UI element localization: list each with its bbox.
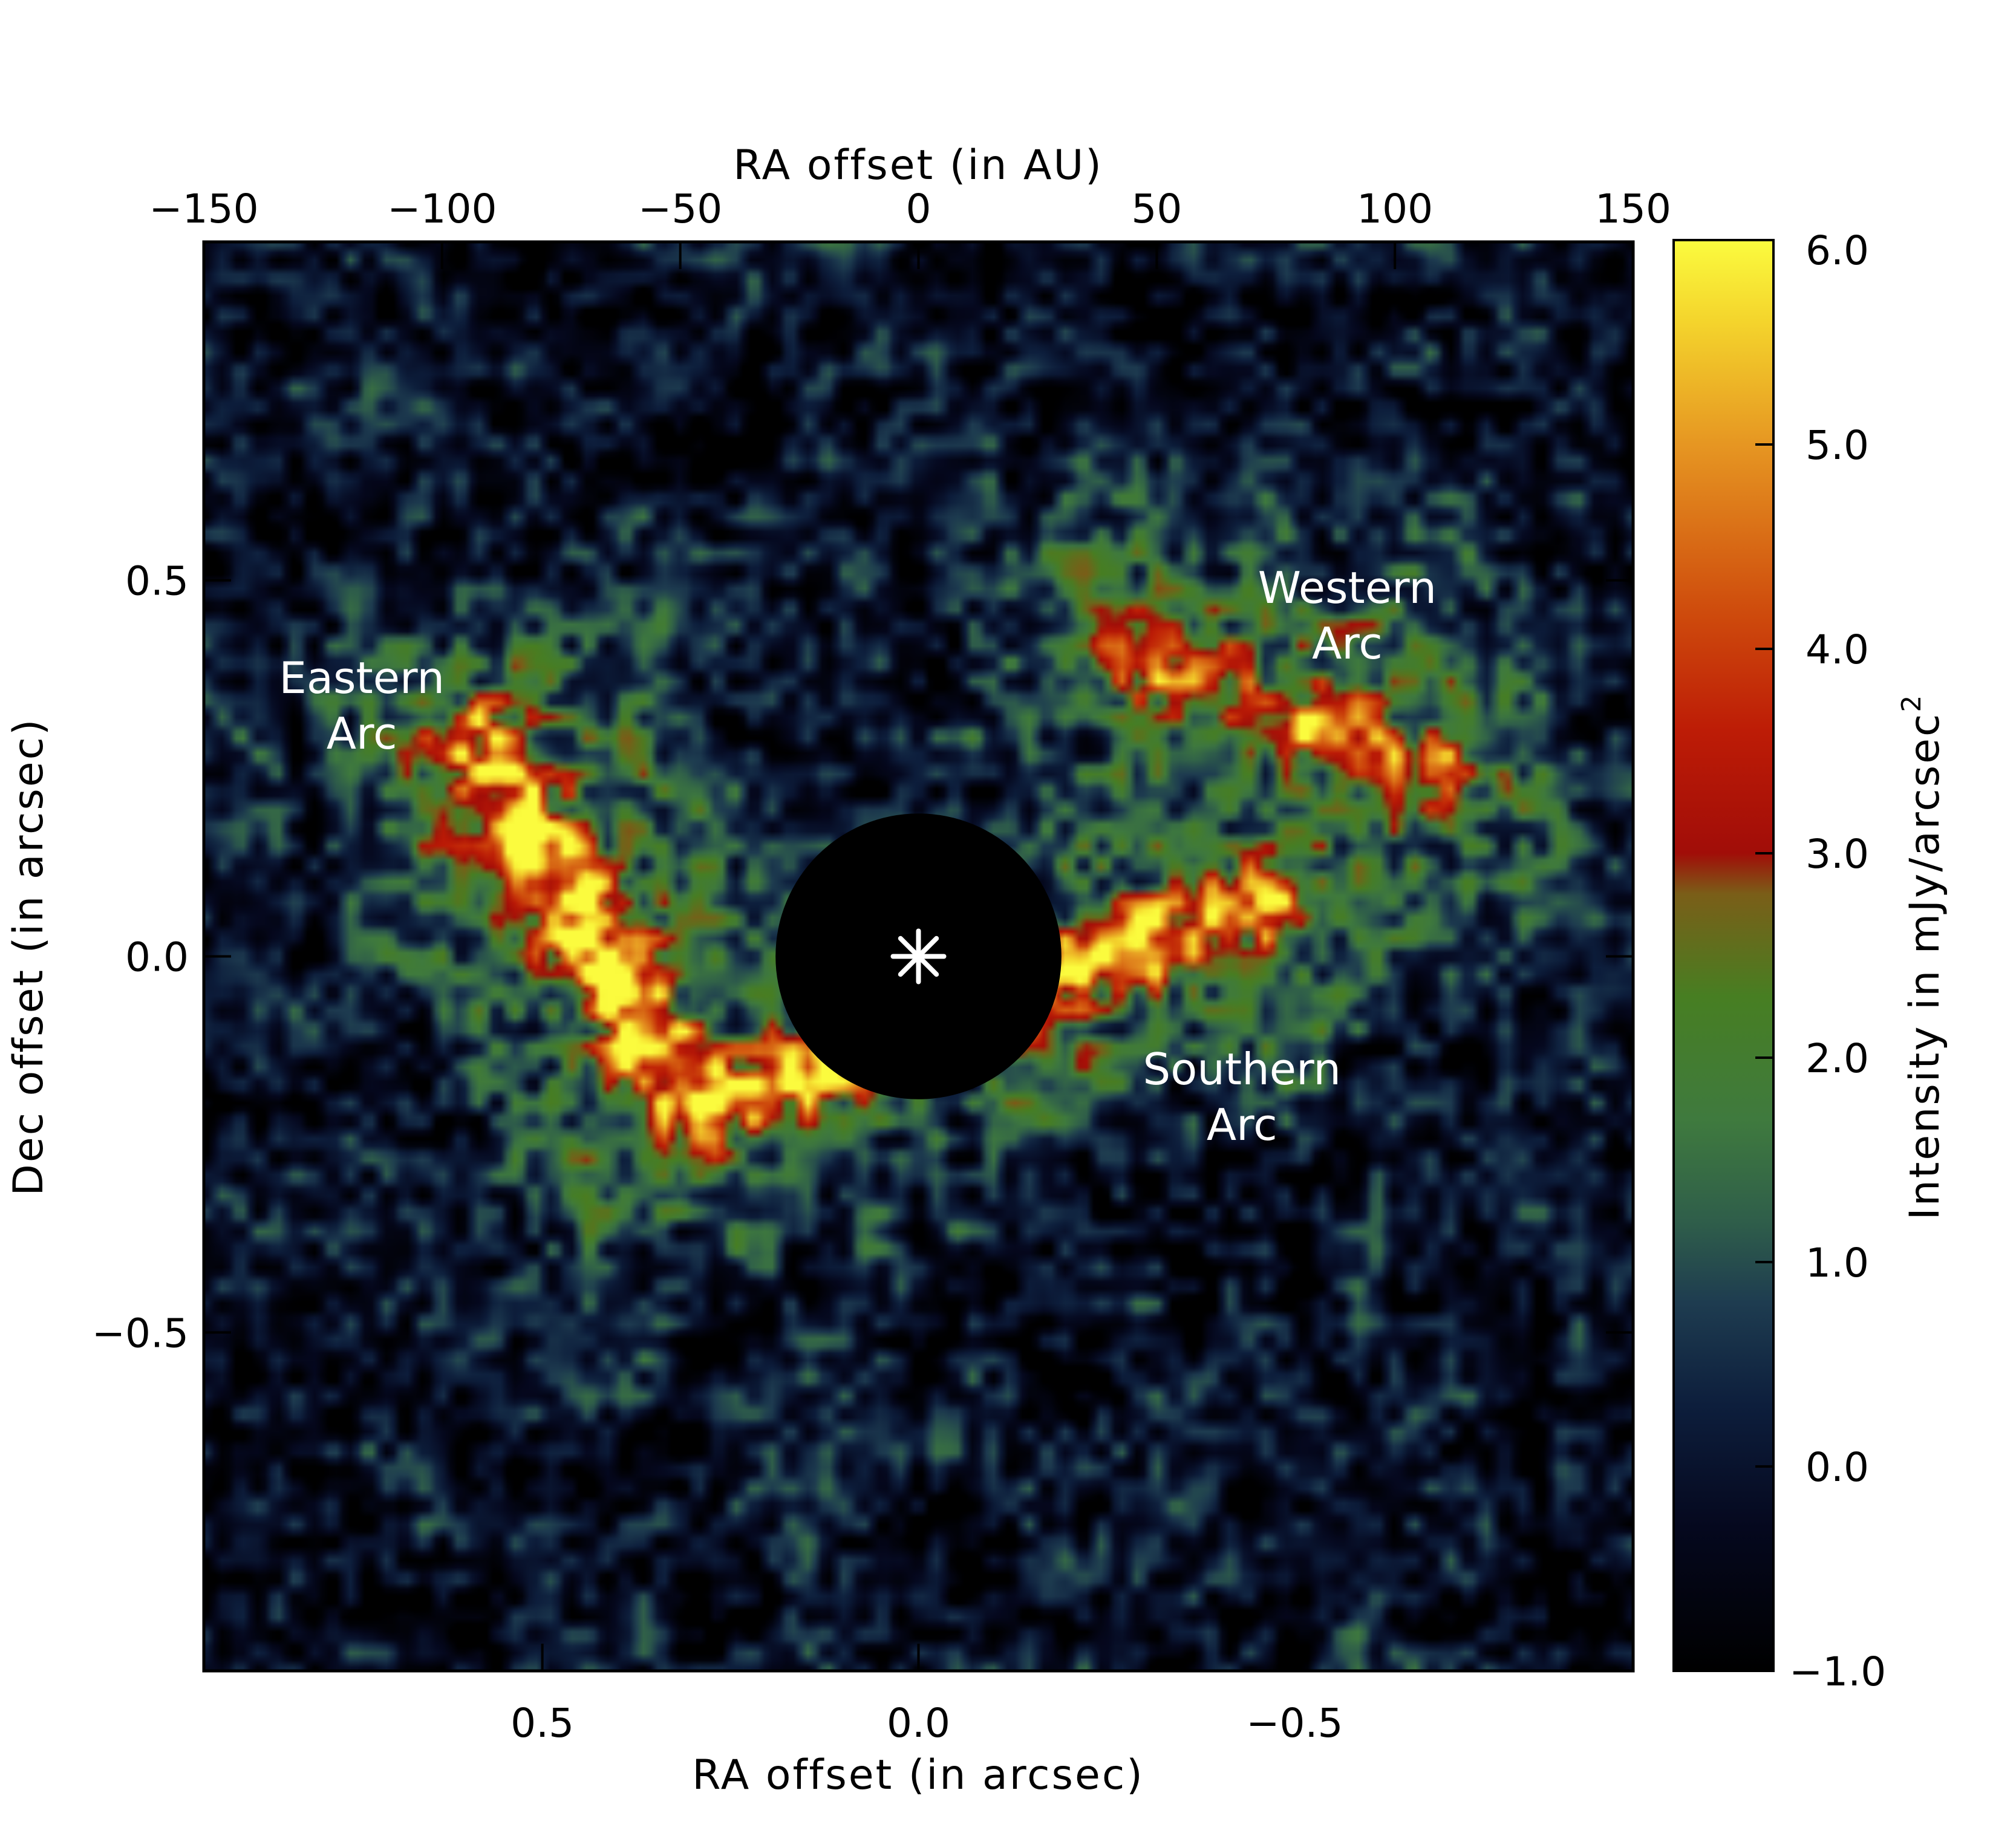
- x-tick-label: −0.5: [1246, 1700, 1343, 1746]
- star-marker-stroke: [898, 936, 939, 977]
- annotation-label: Arc: [1312, 618, 1383, 669]
- x-tick-label: 0.0: [887, 1700, 950, 1746]
- colorbar-tick-label: 1.0: [1806, 1240, 1869, 1286]
- x-top-tick-label: −50: [638, 186, 722, 232]
- colorbar: 6.0 5.0 4.0 3.0 2.0 1.0 0.0 −1.0 Intensity in m…: [1672, 227, 1949, 1695]
- colorbar-tick-label: 6.0: [1806, 227, 1869, 274]
- colorbar-tick-label: 2.0: [1806, 1035, 1869, 1082]
- y-tick-label: −0.5: [92, 1310, 189, 1356]
- y-axis-title: Dec offset (in arcsec): [5, 717, 53, 1196]
- colorbar-tick-label: 5.0: [1806, 422, 1869, 469]
- x-top-tick-label: 150: [1595, 186, 1671, 232]
- x-axis-title-bottom: RA offset (in arcsec): [692, 1751, 1144, 1799]
- x-top-tick-label: 0: [906, 186, 931, 232]
- colorbar-tick-label: 3.0: [1806, 831, 1869, 877]
- y-tick-label: 0.5: [125, 558, 189, 605]
- x-axis-top-ticks: −150 −100 −50 0 50 100 150: [149, 186, 1671, 269]
- annotation-label: Southern: [1143, 1044, 1342, 1095]
- annotation-label: Arc: [1207, 1099, 1277, 1150]
- star-marker-icon: [890, 928, 947, 985]
- colorbar-tick-label: 0.0: [1806, 1444, 1869, 1491]
- x-top-tick-label: −100: [387, 186, 497, 232]
- x-top-tick-label: −150: [149, 186, 258, 232]
- x-top-tick-label: 50: [1131, 186, 1182, 232]
- x-tick-label: 0.5: [511, 1700, 574, 1746]
- annotation-label: Eastern: [279, 653, 445, 703]
- annotation-label: Western: [1258, 562, 1437, 613]
- colorbar-title-text: Intensity in mJy/arcsec: [1901, 712, 1949, 1220]
- y-axis-right-ticks: [1606, 579, 1633, 1334]
- y-axis-left-ticks: 0.5 0.0 −0.5: [92, 558, 231, 1356]
- y-tick-label: 0.0: [125, 934, 189, 981]
- colorbar-tick-label: −1.0: [1789, 1649, 1886, 1695]
- colorbar-title: Intensity in mJy/arcsec2: [1896, 694, 1949, 1220]
- colorbar-gradient: [1672, 239, 1775, 1672]
- x-axis-bottom-ticks: 0.5 0.0 −0.5: [511, 1644, 1343, 1746]
- x-top-tick-label: 100: [1357, 186, 1433, 232]
- colorbar-tick-label: 4.0: [1806, 627, 1869, 673]
- colorbar-ticks: 6.0 5.0 4.0 3.0 2.0 1.0 0.0 −1.0: [1755, 227, 1886, 1695]
- x-axis-title-top: RA offset (in AU): [733, 142, 1103, 189]
- colorbar-title-superscript: 2: [1896, 694, 1927, 712]
- annotation-label: Arc: [327, 708, 397, 759]
